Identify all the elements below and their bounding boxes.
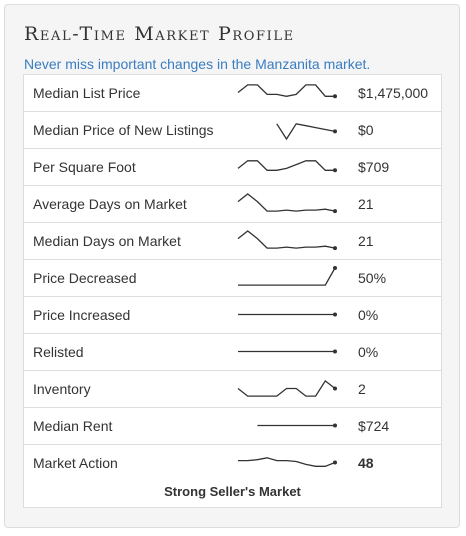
sparkline	[238, 312, 337, 317]
row-value: 0%	[358, 307, 379, 323]
row-label: Average Days on Market	[33, 196, 187, 212]
subtitle: Never miss important changes in the Manz…	[24, 56, 371, 72]
row-label: Market Action	[33, 455, 118, 471]
sparkline-path	[238, 267, 336, 286]
market-action-status: Strong Seller's Market	[164, 484, 301, 499]
table-row: Market Action 48	[24, 445, 441, 482]
row-label: Median Price of New Listings	[33, 122, 214, 138]
table-row: Median List Price $1,475,000	[24, 75, 441, 112]
row-value: 21	[358, 233, 374, 249]
sparkline-path	[238, 457, 336, 467]
table-row: Price Increased 0%	[24, 297, 441, 334]
row-label: Median Rent	[33, 418, 113, 434]
sparkline	[237, 84, 337, 99]
row-value: 2	[358, 381, 366, 397]
sparkline-path	[237, 193, 336, 212]
row-value: $1,475,000	[358, 85, 429, 101]
sparkline-endpoint	[333, 168, 337, 173]
sparkline	[237, 379, 337, 397]
sparkline-path	[237, 379, 336, 397]
row-label: Relisted	[33, 344, 84, 360]
sparkline	[237, 230, 337, 251]
row-value: $709	[358, 159, 390, 175]
sparkline-endpoint	[333, 266, 337, 270]
sparkline-path	[237, 160, 335, 171]
row-label: Per Square Foot	[33, 159, 136, 175]
row-label: Median List Price	[33, 85, 141, 101]
sparkline-endpoint	[333, 312, 337, 317]
sparkline-endpoint	[333, 129, 337, 134]
sparkline	[238, 457, 337, 467]
row-value: 50%	[358, 270, 387, 286]
table-row: Median Days on Market 21	[24, 223, 441, 260]
row-label: Inventory	[33, 381, 91, 397]
row-label: Price Decreased	[33, 270, 137, 286]
row-value: $0	[358, 122, 374, 138]
row-label: Price Increased	[33, 307, 131, 323]
row-value: $724	[358, 418, 390, 434]
row-value: 21	[358, 196, 374, 212]
sparkline	[237, 160, 337, 173]
table-row: Per Square Foot $709	[24, 149, 441, 186]
page-title: Real-Time Market Profile	[24, 23, 295, 45]
table-row: Relisted 0%	[24, 334, 441, 371]
sparkline-path	[276, 123, 336, 141]
sparkline-endpoint	[333, 209, 337, 214]
table-row: Average Days on Market 21	[24, 186, 441, 223]
sparkline-endpoint	[333, 460, 337, 465]
table-row: Median Rent $724	[24, 408, 441, 445]
sparkline-endpoint	[333, 386, 337, 391]
sparkline	[237, 193, 337, 214]
row-value: 48	[358, 455, 374, 471]
sparkline-path	[237, 84, 335, 97]
sparkline	[238, 266, 337, 286]
sparkline-endpoint	[333, 423, 337, 428]
market-profile-table: Median List Price $1,475,000 Median Price …	[23, 74, 442, 508]
sparkline-path	[237, 230, 336, 249]
row-label: Median Days on Market	[33, 233, 181, 249]
table-row: Price Decreased 50%	[24, 260, 441, 297]
sparkline-endpoint	[333, 349, 337, 354]
table-row: Inventory 2	[24, 371, 441, 408]
sparkline-endpoint	[333, 246, 337, 251]
sparkline	[276, 123, 337, 141]
sparkline	[238, 349, 337, 354]
row-value: 0%	[358, 344, 379, 360]
sparkline	[257, 423, 337, 428]
sparkline-endpoint	[333, 94, 337, 99]
table-row: Median Price of New Listings $0	[24, 112, 441, 149]
